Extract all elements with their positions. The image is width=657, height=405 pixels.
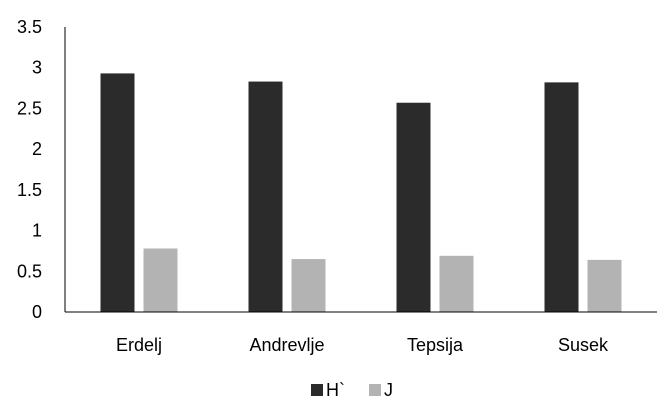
x-axis-category-labels: Erdelj Andrevlje Tepsija Susek (116, 335, 609, 355)
bar-h-andrevlje (248, 81, 283, 312)
legend: H` J (311, 380, 393, 400)
y-axis-tick-labels: 0 0.5 1 1.5 2 2.5 3 3.5 (17, 17, 42, 322)
category-label: Erdelj (116, 335, 162, 355)
y-tick-label: 3.5 (17, 17, 42, 37)
y-tick-label: 1.5 (17, 180, 42, 200)
y-tick-label: 0 (32, 302, 42, 322)
y-tick-label: 2.5 (17, 98, 42, 118)
legend-label-h: H` (326, 380, 345, 400)
y-tick-label: 2 (32, 139, 42, 159)
legend-swatch-j (369, 384, 381, 396)
bar-h-erdelj (100, 73, 135, 313)
y-tick-label: 1 (32, 221, 42, 241)
y-tick-label: 0.5 (17, 261, 42, 281)
y-tick-label: 3 (32, 58, 42, 78)
category-label: Andrevlje (249, 335, 324, 355)
legend-swatch-h (311, 384, 323, 396)
bar-h-tepsija (396, 102, 431, 312)
legend-label-j: J (384, 380, 393, 400)
category-label: Tepsija (407, 335, 464, 355)
bars (100, 73, 622, 313)
bar-j-tepsija (439, 255, 474, 312)
bar-j-erdelj (143, 248, 178, 312)
bar-j-andrevlje (291, 259, 326, 312)
category-label: Susek (558, 335, 609, 355)
bar-j-susek (587, 259, 622, 312)
bar-h-susek (544, 82, 579, 312)
